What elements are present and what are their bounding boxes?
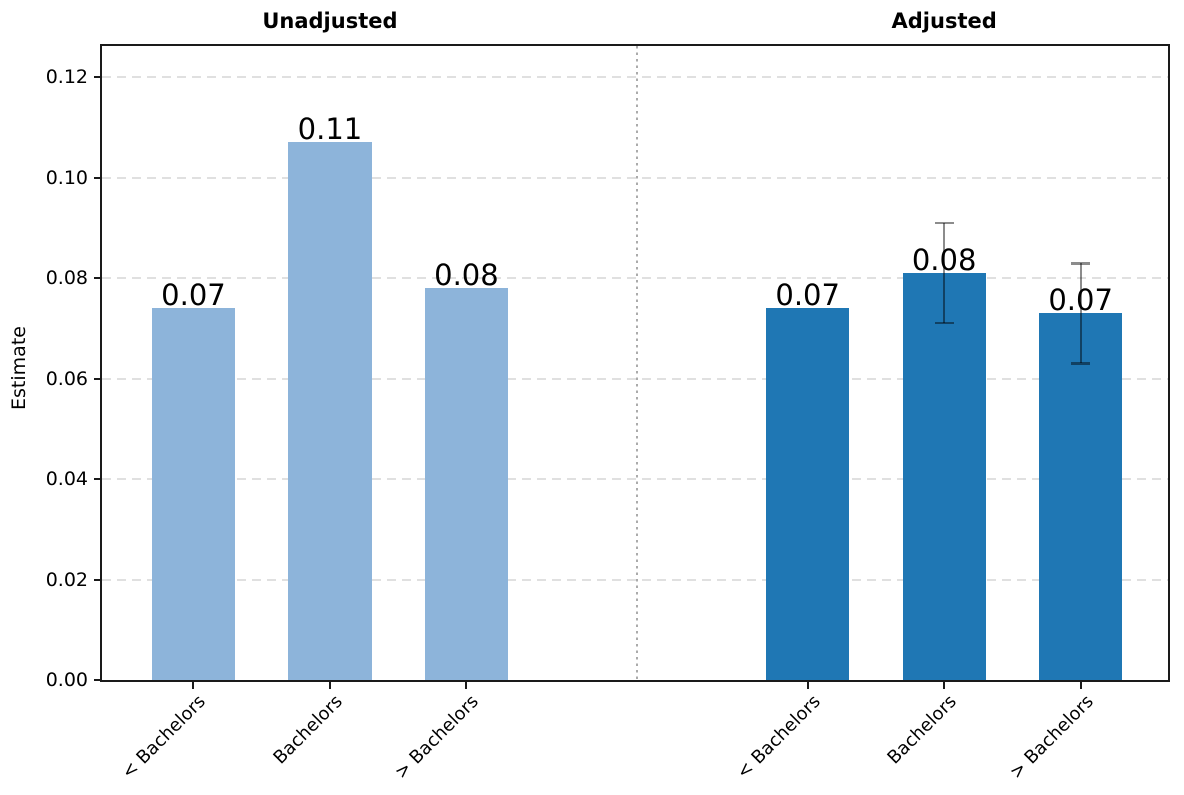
gridline <box>102 277 1168 280</box>
x-tick-mark <box>328 681 331 689</box>
x-tick-label: > Bachelors <box>1005 691 1098 784</box>
y-tick-label: 0.08 <box>45 267 88 290</box>
bar-value-label: 0.07 <box>161 278 226 313</box>
gridline <box>102 478 1168 481</box>
y-tick-mark <box>94 277 102 280</box>
x-tick-label: < Bachelors <box>732 691 825 784</box>
y-tick-mark <box>94 176 102 179</box>
bar-unadjusted-1 <box>288 142 372 680</box>
error-bar-cap-top <box>1071 262 1091 265</box>
y-tick-label: 0.02 <box>45 568 88 591</box>
bar-adjusted-1 <box>902 273 986 680</box>
gridline <box>102 578 1168 581</box>
error-bar-cap-bottom <box>1071 362 1091 365</box>
bar-unadjusted-2 <box>424 288 509 680</box>
x-tick-mark <box>1079 681 1082 689</box>
panel-separator <box>636 46 639 680</box>
gridline <box>102 176 1168 179</box>
panel-title-adjusted: Adjusted <box>891 9 997 33</box>
y-tick-label: 0.12 <box>45 66 88 89</box>
bar-value-label: 0.07 <box>775 278 840 313</box>
y-tick-mark <box>94 377 102 380</box>
y-tick-mark <box>94 679 102 681</box>
bar-unadjusted-0 <box>151 308 236 680</box>
y-tick-label: 0.00 <box>45 669 88 691</box>
error-bar-line <box>943 222 946 324</box>
error-bar-cap-top <box>934 221 954 225</box>
gridline <box>102 377 1168 380</box>
bar-adjusted-2 <box>1039 313 1123 680</box>
y-tick-mark <box>94 76 102 79</box>
y-tick-label: 0.10 <box>45 166 88 189</box>
y-tick-mark <box>94 478 102 481</box>
y-tick-mark <box>94 578 102 581</box>
bar-value-label: 0.08 <box>911 243 977 278</box>
bar-value-label: 0.07 <box>1048 283 1113 318</box>
y-tick-label: 0.06 <box>45 367 88 390</box>
bar-value-label: 0.08 <box>434 258 499 293</box>
panel-title-unadjusted: Unadjusted <box>262 9 398 33</box>
x-tick-label: Bachelors <box>269 691 347 769</box>
x-tick-label: < Bachelors <box>118 691 211 784</box>
y-tick-label: 0.04 <box>45 468 88 491</box>
error-bar-line <box>1079 263 1082 364</box>
bar-value-label: 0.11 <box>297 112 363 147</box>
x-tick-mark <box>806 681 809 689</box>
gridline <box>102 76 1168 79</box>
plot-area: 0.07 0.11 0.08 0.07 0.08 0.07 <box>100 44 1170 682</box>
x-tick-label: > Bachelors <box>391 691 484 784</box>
x-tick-label: Bachelors <box>883 691 961 769</box>
x-tick-mark <box>192 681 195 689</box>
bar-adjusted-0 <box>766 308 850 680</box>
error-bar-cap-bottom <box>934 321 954 325</box>
x-tick-mark <box>943 681 946 689</box>
x-tick-mark <box>465 681 468 689</box>
